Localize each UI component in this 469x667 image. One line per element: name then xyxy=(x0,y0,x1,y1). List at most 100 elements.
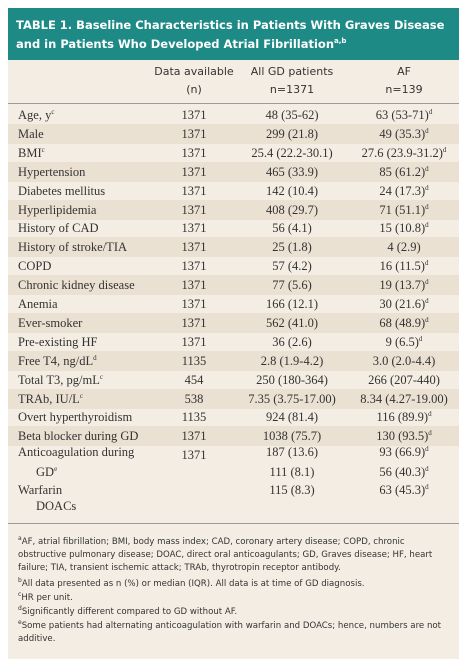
row-n: 1135 xyxy=(158,351,230,371)
table-row: Male 1371 299 (21.8) 49 (35.3)d xyxy=(8,123,459,144)
table-row: Age, yc 1371 48 (35-62) 63 (53-71)d xyxy=(8,105,459,125)
row-label: Ever-smoker xyxy=(18,313,82,333)
row-all: 115 (8.3) xyxy=(269,483,315,497)
row-label: Anticoagulation during xyxy=(18,445,134,460)
table-title: TABLE 1. Baseline Characteristics in Pat… xyxy=(8,8,459,60)
row-label: Overt hyperthyroidism xyxy=(18,407,132,427)
row-n-text: 1135 xyxy=(181,410,207,425)
warfarin-af-sup: d xyxy=(425,483,429,491)
header-af: AF n=139 xyxy=(354,63,454,99)
row-af: 63 (45.3)d xyxy=(354,480,454,500)
row-n: 1371 xyxy=(158,218,230,238)
row-all-text: 408 (29.7) xyxy=(265,202,319,217)
row-label-text: Overt hyperthyroidism xyxy=(18,410,133,425)
row-label-text: TRAb, IU/L xyxy=(18,391,80,406)
table-row: History of stroke/TIA 1371 25 (1.8) 4 (2.9) xyxy=(8,237,459,258)
header-data-available: Data available (n) xyxy=(153,63,235,99)
footnote-a: aAF, atrial fibrillation; BMI, body mass… xyxy=(18,532,448,575)
row-n: 1371 xyxy=(158,237,230,257)
row-label-sup: c xyxy=(51,108,55,116)
row-n: 1371 xyxy=(158,275,230,295)
table-row: COPD 1371 57 (4.2) 16 (11.5)d xyxy=(8,256,459,276)
row-all-text: 36 (2.6) xyxy=(272,334,312,349)
table-row-anticoagulation: Anticoagulation during 1371 187 (13.6) 9… xyxy=(8,445,459,465)
row-af-sup: d xyxy=(425,315,429,324)
row-label: Anemia xyxy=(18,294,58,314)
row-n-text: 1371 xyxy=(181,259,207,274)
row-af: 130 (93.5)d xyxy=(354,426,454,446)
row-af-text: 130 (93.5) xyxy=(376,429,429,444)
footnote-d: dSignificantly different compared to GD … xyxy=(18,602,448,619)
row-n-text: 1371 xyxy=(181,240,207,255)
row-af-sup: d xyxy=(418,334,423,343)
row-af-sup: d xyxy=(425,297,429,305)
row-af-text: 116 (89.9) xyxy=(376,410,429,425)
row-af: 27.6 (23.9-31.2)d xyxy=(354,143,454,163)
row-all: 25.4 (22.2-30.1) xyxy=(242,143,342,163)
row-label: Warfarin xyxy=(18,483,63,497)
row-all: 111 (8.1) xyxy=(269,465,315,479)
row-label-text: Hyperlipidemia xyxy=(18,202,97,217)
table-row: TRAb, IU/Lc 538 7.35 (3.75-17.00) 8.34 (4.2… xyxy=(8,388,459,409)
row-n-text: 1371 xyxy=(181,429,207,444)
row-all-text: 56 (4.1) xyxy=(272,221,312,236)
row-all-text: 299 (21.8) xyxy=(265,126,319,141)
header-all-gd-line2: n=1371 xyxy=(269,83,315,96)
row-n: 1371 xyxy=(158,105,230,125)
row-label-text: Hypertension xyxy=(18,164,86,179)
row-af-sup: d xyxy=(428,108,433,116)
row-af-sup: d xyxy=(428,410,432,419)
anticoag-label-sup: e xyxy=(54,465,58,473)
row-af-text: 85 (61.2) xyxy=(379,164,426,179)
row-label-text: Male xyxy=(18,126,44,141)
row-all: 57 (4.2) xyxy=(242,256,342,276)
row-label: BMIc xyxy=(18,143,45,163)
row-af-sup: d xyxy=(425,278,429,287)
row-n: 1371 xyxy=(158,426,230,446)
row-n-text: 1371 xyxy=(181,183,207,198)
row-all: 250 (180-364) xyxy=(242,370,342,390)
row-all-text: 7.35 (3.75-17.00) xyxy=(248,391,336,406)
row-af-text: 68 (48.9) xyxy=(379,315,426,330)
row-n: 1371 xyxy=(181,448,207,462)
row-label-text: COPD xyxy=(18,259,52,274)
row-all-text: 57 (4.2) xyxy=(272,259,312,274)
row-all: 2.8 (1.9-4.2) xyxy=(242,351,342,371)
row-label-text: BMI xyxy=(18,145,42,160)
row-n: 1371 xyxy=(158,162,230,182)
row-label-text: History of CAD xyxy=(18,221,99,236)
row-n-text: 454 xyxy=(184,372,204,387)
footnote-c-text: HR per unit. xyxy=(21,592,73,603)
row-label: Pre-existing HF xyxy=(18,332,98,352)
row-n: 1371 xyxy=(158,256,230,276)
row-label: Age, yc xyxy=(18,105,54,125)
anticoag-label-line2: GD xyxy=(36,465,55,479)
row-label-text: Free T4, ng/dL xyxy=(18,353,94,368)
row-af-sup: d xyxy=(425,183,429,192)
row-all: 465 (33.9) xyxy=(242,162,342,182)
row-all-text: 25.4 (22.2-30.1) xyxy=(251,145,333,160)
row-af: 266 (207-440) xyxy=(354,370,454,390)
header-af-line2: n=139 xyxy=(385,83,423,96)
header-all-gd-line1: All GD patients xyxy=(250,65,334,78)
table-row: Chronic kidney disease 1371 77 (5.6) 19 (13… xyxy=(8,275,459,296)
row-af-text: 8.34 (4.27-19.00) xyxy=(360,391,448,406)
row-n: 1371 xyxy=(158,332,230,352)
footnote-e-sup: e xyxy=(18,619,22,626)
row-label: History of stroke/TIA xyxy=(18,237,127,257)
row-label: Free T4, ng/dLd xyxy=(18,351,97,371)
table-panel: TABLE 1. Baseline Characteristics in Pat… xyxy=(8,8,459,659)
row-af-text: 24 (17.3) xyxy=(379,183,426,198)
row-af-text: 19 (13.7) xyxy=(379,278,426,293)
row-all: 25 (1.8) xyxy=(242,237,342,257)
anticoag-af-line1: 93 (66.9) xyxy=(379,445,426,459)
row-n-text: 1371 xyxy=(181,278,207,293)
row-all: 924 (81.4) xyxy=(242,407,342,427)
row-label-sup: c xyxy=(41,145,45,154)
row-n: 1371 xyxy=(158,181,230,201)
row-label: Total T3, pg/mLc xyxy=(18,370,103,390)
row-n: 1371 xyxy=(158,200,230,220)
row-label-sup: c xyxy=(99,372,103,381)
row-af: 63 (53-71)d xyxy=(354,105,454,125)
row-n-text: 1371 xyxy=(181,108,207,122)
